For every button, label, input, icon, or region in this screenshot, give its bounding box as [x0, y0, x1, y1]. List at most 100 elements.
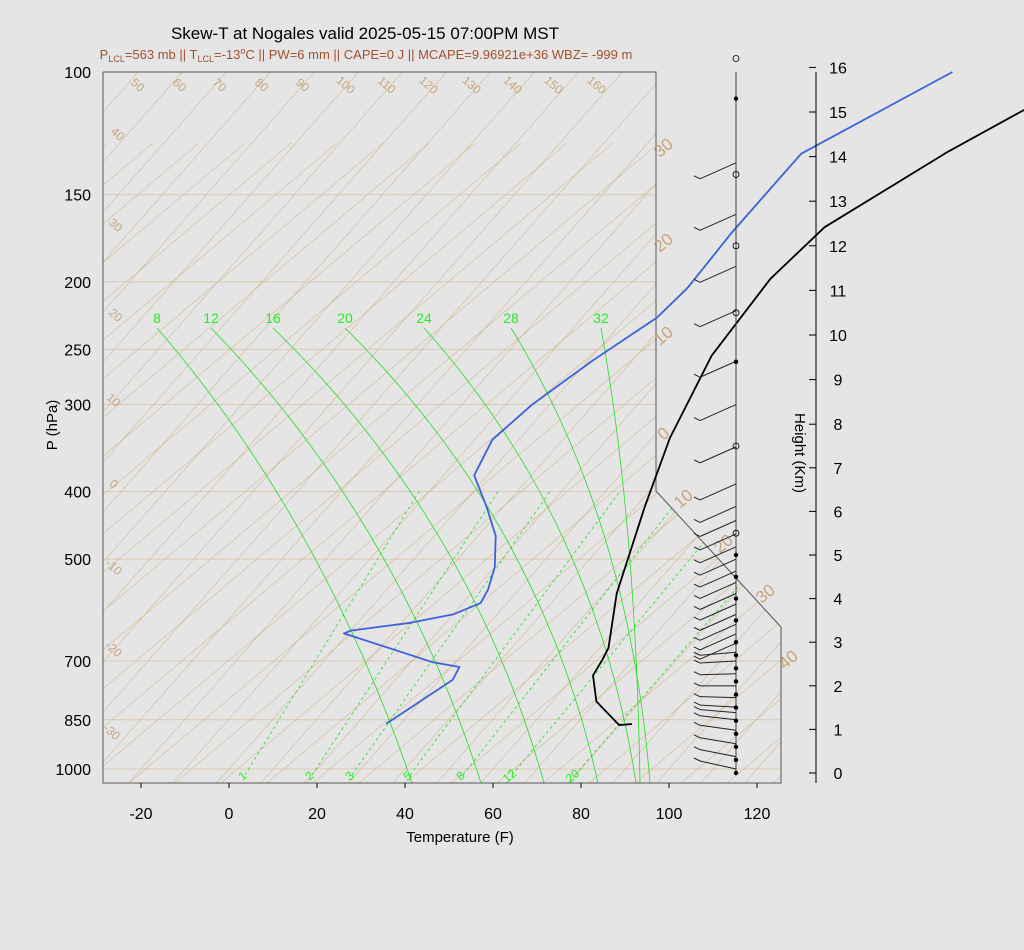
isotherm [655, 72, 781, 783]
isotherm [103, 72, 403, 783]
height-tick-label: 1 [834, 722, 843, 739]
pressure-tick-label: 200 [64, 275, 91, 292]
moist-adiabat [156, 327, 413, 783]
wind-barb-flag [693, 646, 701, 651]
pressure-tick-label: 150 [64, 188, 91, 205]
wind-level-marker [733, 692, 739, 697]
height-tick-label: 15 [829, 105, 847, 122]
isotherm [103, 72, 535, 783]
height-tick-label: 10 [829, 328, 847, 345]
wind-level-marker [733, 96, 739, 101]
moist-adiabat [210, 327, 482, 783]
isotherm [127, 72, 755, 783]
wind-level-marker [733, 596, 739, 601]
wind-barb-flag [693, 655, 701, 660]
isotherm [103, 72, 447, 783]
dewpoint-line [342, 71, 953, 725]
wind-barb-flag [693, 606, 701, 610]
wind-barb-flag [693, 278, 701, 283]
height-tick-label: 9 [834, 373, 843, 390]
wind-level-marker [732, 442, 740, 450]
dry-adiabat [103, 142, 384, 783]
height-tick-label: 3 [834, 635, 843, 652]
dry-adiabat [103, 142, 246, 783]
wind-barb-flag [693, 323, 701, 328]
wind-level-marker [732, 309, 740, 317]
wind-barb-flag [693, 571, 701, 576]
dry-adiabat [634, 142, 781, 783]
dry-adiabat [496, 142, 781, 783]
wind-barb [699, 483, 737, 501]
plot-border [102, 71, 782, 784]
isotherm [103, 72, 271, 783]
height-axis-title: Height (Km) [791, 413, 808, 493]
isotherm [103, 72, 623, 783]
isotherm [103, 72, 359, 783]
thermo-background [103, 72, 781, 783]
isotherm [103, 72, 711, 783]
wind-barb-flag [693, 533, 701, 537]
wind-barb-flag [693, 496, 701, 501]
wind-barb [699, 520, 737, 537]
wind-barb [699, 558, 737, 576]
wind-barb-flag [693, 706, 701, 711]
wind-level-marker [733, 731, 739, 736]
dry-adiabat [450, 142, 781, 783]
wind-barb [699, 760, 737, 770]
wind-barb [699, 749, 737, 758]
wind-barb [699, 673, 737, 676]
x-tick-label: 100 [656, 806, 683, 823]
wind-level-marker [733, 666, 739, 671]
pressure-tick-label: 700 [64, 654, 91, 671]
dry-adiabat [588, 142, 781, 783]
height-tick-label: 4 [834, 592, 843, 609]
dry-adiabat [103, 142, 338, 783]
mixing-ratio-line [311, 489, 500, 776]
wind-barb-flag [693, 659, 701, 664]
wind-barb-flag [693, 712, 701, 717]
wind-level-marker [733, 770, 739, 776]
moist-adiabat [423, 327, 637, 783]
wind-barb-flag [693, 734, 701, 739]
dry-adiabat [103, 142, 660, 783]
isotherm [479, 72, 781, 783]
wind-barb [699, 704, 737, 708]
height-tick-label: 0 [834, 766, 843, 783]
wind-barb-flag [693, 518, 701, 523]
moist-adiabat [510, 327, 651, 783]
chart-title: Skew-T at Nogales valid 2025-05-15 07:00… [171, 24, 559, 43]
pressure-tick-label: 250 [64, 342, 91, 359]
pressure-tick-label: 300 [64, 398, 91, 415]
dry-adiabat [404, 142, 781, 783]
wind-barb [699, 651, 737, 656]
wind-barb-flag [693, 595, 701, 599]
wind-barb [699, 265, 737, 283]
isotherm [567, 72, 781, 783]
wind-level-marker [732, 242, 740, 250]
dry-adiabat [266, 142, 781, 783]
wind-barb [699, 623, 737, 641]
wind-barb [699, 446, 737, 464]
mixing-ratio-line [244, 489, 421, 776]
wind-barb [699, 570, 737, 588]
wind-barb [699, 546, 737, 564]
wind-level-marker [732, 171, 740, 178]
wind-level-marker [733, 718, 739, 723]
height-tick-label: 5 [834, 548, 843, 565]
wind-barb-flag [693, 693, 701, 698]
wind-barb [699, 724, 737, 731]
wind-barb [699, 633, 737, 651]
height-tick-label: 14 [829, 150, 847, 167]
x-tick-label: 20 [308, 806, 326, 823]
x-tick-label: 80 [572, 806, 590, 823]
wind-barb-flag [693, 616, 701, 621]
mixing-ratio-line [409, 489, 622, 776]
dry-adiabat [103, 142, 614, 783]
y-axis-title: P (hPa) [44, 400, 61, 451]
height-tick-label: 8 [834, 417, 843, 434]
wind-barb [699, 613, 737, 631]
wind-barbs [693, 55, 740, 776]
isotherm [303, 72, 781, 783]
